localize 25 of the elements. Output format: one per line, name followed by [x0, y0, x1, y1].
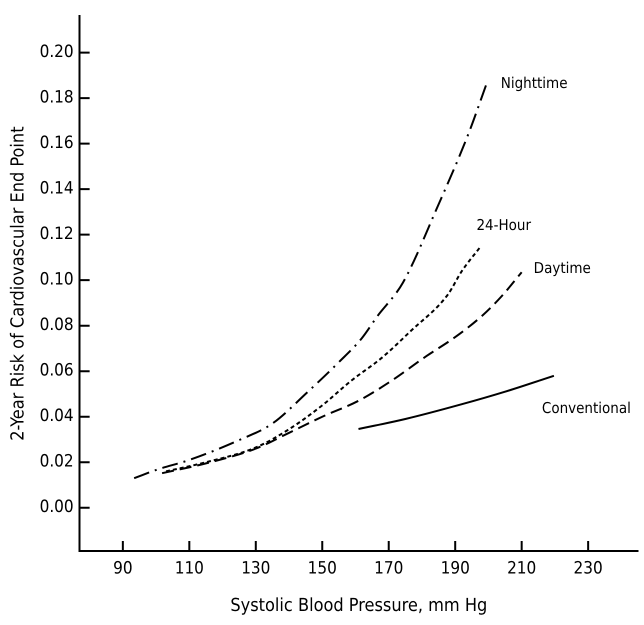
series-label: Nighttime [500, 74, 568, 92]
series-label: Daytime [534, 259, 591, 278]
x-tick-label: 150 [308, 558, 337, 579]
y-tick-label: 0.02 [40, 452, 74, 472]
x-tick-label: 230 [574, 558, 603, 579]
x-axis-title: Systolic Blood Pressure, mm Hg [230, 594, 488, 616]
y-tick-label: 0.04 [40, 406, 74, 426]
y-tick-label: 0.12 [40, 224, 74, 244]
y-axis-title: 2-Year Risk of Cardiovascular End Point [7, 126, 28, 441]
y-tick-label: 0.10 [40, 270, 74, 290]
y-tick-label: 0.14 [40, 178, 74, 199]
y-tick-label: 0.20 [40, 42, 74, 62]
x-tick-label: 170 [374, 558, 404, 579]
y-tick-label: 0.06 [40, 360, 74, 381]
y-tick-label: 0.00 [40, 497, 74, 518]
series-label: 24-Hour [476, 216, 531, 234]
y-tick-label: 0.16 [40, 133, 74, 154]
y-tick-label: 0.08 [40, 315, 74, 336]
series-label: Conventional [542, 398, 631, 417]
x-tick-label: 90 [113, 558, 133, 579]
x-tick-label: 110 [174, 558, 204, 579]
x-tick-label: 190 [440, 558, 470, 579]
y-tick-label: 0.18 [40, 88, 74, 108]
x-tick-label: 130 [241, 558, 270, 579]
x-tick-label: 210 [507, 558, 536, 579]
